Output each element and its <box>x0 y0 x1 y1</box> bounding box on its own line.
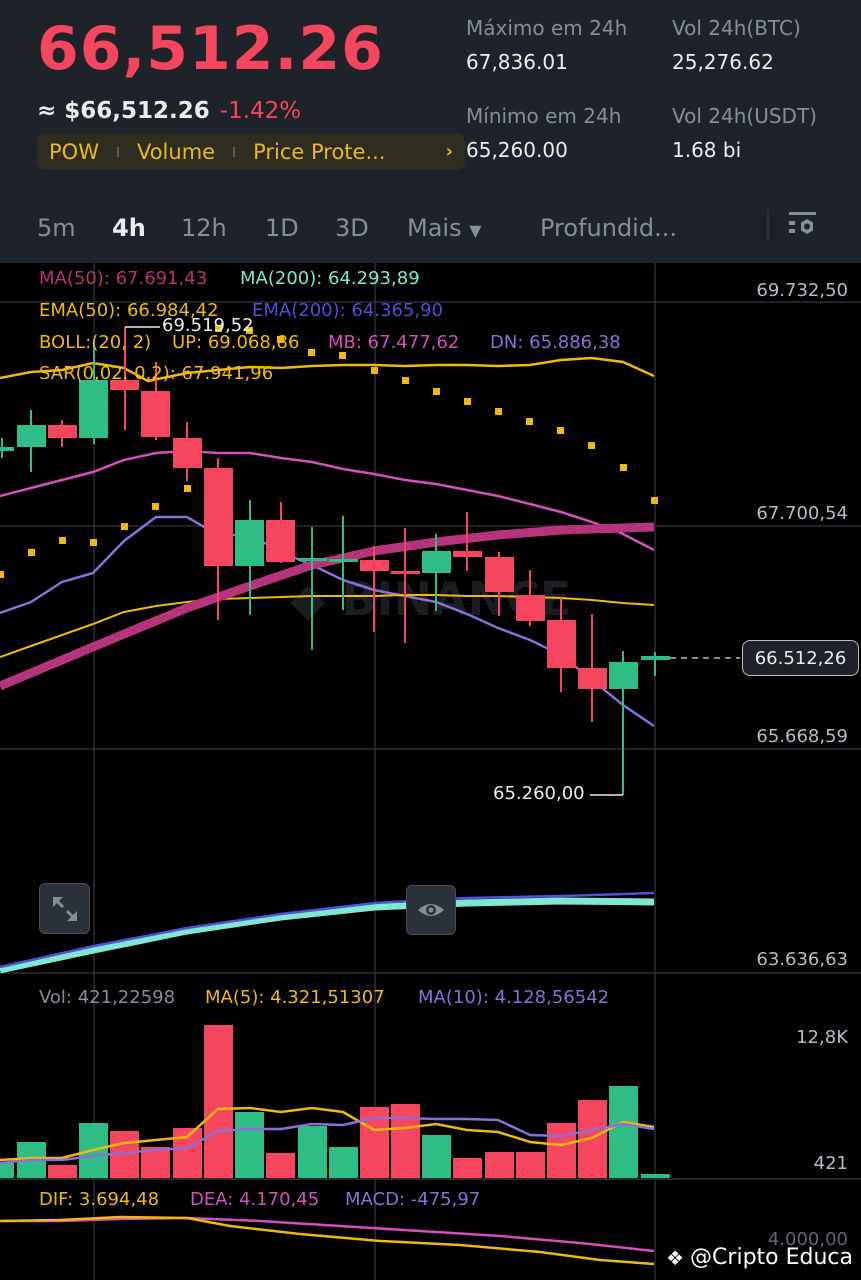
legend-boll-dn: DN: 65.886,38 <box>490 332 621 353</box>
tag-pow[interactable]: POW <box>49 139 99 164</box>
eye-icon <box>418 904 444 916</box>
volume-chart <box>0 1025 861 1180</box>
change-percent: -1.42% <box>219 98 302 124</box>
approx-usd-price: ≈ $66,512.26 <box>37 98 210 124</box>
volume-legend: Vol: 421,22598 <box>39 987 176 1008</box>
ma200-line <box>0 897 655 974</box>
legend-boll-up: UP: 69.068,86 <box>172 332 300 353</box>
stat-value: 67,836.01 <box>466 50 568 74</box>
legend-ma200: MA(200): 64.293,89 <box>240 268 420 289</box>
timeframe-tabs: 5m 4h 12h 1D 3D Mais ▼ Profundid... <box>0 190 861 263</box>
stat-label: Vol 24h(USDT) <box>672 104 817 128</box>
macd-dea-line <box>0 1216 655 1253</box>
last-price: 66,512.26 <box>37 14 384 84</box>
price-axis-label: 67.700,54 <box>756 503 848 524</box>
price-axis-label: 69.732,50 <box>756 280 848 301</box>
legend-ema50: EMA(50): 66.984,42 <box>39 300 219 321</box>
watermark-text: @Cripto Educa <box>690 1245 853 1270</box>
caret-down-icon: ▼ <box>469 221 482 240</box>
tab-more[interactable]: Mais ▼ <box>407 214 482 242</box>
tag-separator <box>116 146 119 157</box>
stat-label: Máximo em 24h <box>466 16 628 40</box>
chevron-right-icon[interactable]: › <box>445 141 453 162</box>
tab-depth[interactable]: Profundid... <box>540 214 677 242</box>
tab-3d[interactable]: 3D <box>335 214 369 242</box>
legend-ema200: EMA(200): 64.365,90 <box>252 300 444 321</box>
expand-arrows-icon <box>52 896 77 921</box>
tab-more-label: Mais <box>407 214 462 242</box>
chart-area[interactable]: ◆ BINANCE <box>0 263 861 1280</box>
legend-ma50: MA(50): 67.691,43 <box>39 268 208 289</box>
volume-ma5-legend: MA(5): 4.321,51307 <box>205 987 385 1008</box>
low-price-marker: 65.260,00 <box>493 783 585 804</box>
watermark: ❖ @Cripto Educa <box>666 1245 853 1270</box>
tag-separator <box>233 146 236 157</box>
price-axis-label: 65.668,59 <box>756 726 848 747</box>
chart-settings-icon[interactable] <box>788 210 818 240</box>
binance-logo-icon: ❖ <box>666 1245 685 1270</box>
current-price-tag[interactable]: 66.512,26 <box>742 640 859 676</box>
candles <box>0 327 670 795</box>
boll-lower-line <box>0 515 655 728</box>
stat-label: Vol 24h(BTC) <box>672 16 801 40</box>
tabs-divider <box>767 210 769 240</box>
macd-dif-legend: DIF: 3.694,48 <box>39 1189 160 1210</box>
stat-label: Mínimo em 24h <box>466 104 622 128</box>
boll-upper-line <box>0 356 655 383</box>
stat-value: 65,260.00 <box>466 138 568 162</box>
macd-value-legend: MACD: -475,97 <box>345 1189 481 1210</box>
candlestick-chart[interactable]: ◆ BINANCE <box>0 263 861 1280</box>
ticker-header: 66,512.26 ≈ $66,512.26 -1.42% POW Volume … <box>0 0 861 190</box>
legend-boll: BOLL:(20, 2) <box>39 332 152 353</box>
macd-axis-label: 4.000,00 <box>767 1229 848 1250</box>
macd-dif-line <box>0 1215 655 1266</box>
macd-dea-legend: DEA: 4.170,45 <box>190 1189 320 1210</box>
boll-middle-line <box>0 449 655 552</box>
tab-4h[interactable]: 4h <box>112 214 146 242</box>
stat-high-24h: Máximo em 24h 67,836.01 <box>466 16 627 74</box>
price-axis-label: 63.636,63 <box>756 949 848 970</box>
stat-value: 25,276.62 <box>672 50 774 74</box>
volume-ma5-line <box>0 1106 655 1162</box>
tab-5m[interactable]: 5m <box>37 214 76 242</box>
legend-boll-mb: MB: 67.477,62 <box>328 332 460 353</box>
price-usd-line: ≈ $66,512.26 -1.42% <box>37 98 301 124</box>
ema200-line <box>0 891 655 969</box>
stat-vol-usdt: Vol 24h(USDT) 1.68 bi <box>672 104 817 162</box>
tag-price-protection[interactable]: Price Prote... <box>253 139 386 164</box>
volume-ma10-legend: MA(10): 4.128,56542 <box>418 987 610 1008</box>
tab-12h[interactable]: 12h <box>181 214 227 242</box>
tag-bar[interactable]: POW Volume Price Prote... › <box>37 133 465 170</box>
legend-sar: SAR(0,02, 0,2): 67.941,96 <box>39 363 274 384</box>
tab-1d[interactable]: 1D <box>265 214 299 242</box>
volume-ma10-line <box>0 1116 655 1165</box>
sar-dots <box>0 325 658 578</box>
ema50-line <box>0 594 655 658</box>
volume-axis-bottom: 421 <box>813 1153 848 1174</box>
stat-vol-btc: Vol 24h(BTC) 25,276.62 <box>672 16 801 74</box>
toggle-visibility-button[interactable] <box>406 885 456 935</box>
stat-value: 1.68 bi <box>672 138 742 162</box>
fullscreen-button[interactable] <box>39 883 90 934</box>
volume-axis-top: 12,8K <box>796 1027 848 1048</box>
macd-chart <box>0 1215 655 1266</box>
tag-volume[interactable]: Volume <box>136 139 216 164</box>
high-price-marker: 69.519,52 <box>162 315 254 336</box>
stat-low-24h: Mínimo em 24h 65,260.00 <box>466 104 621 162</box>
volume-bars <box>0 1025 670 1178</box>
